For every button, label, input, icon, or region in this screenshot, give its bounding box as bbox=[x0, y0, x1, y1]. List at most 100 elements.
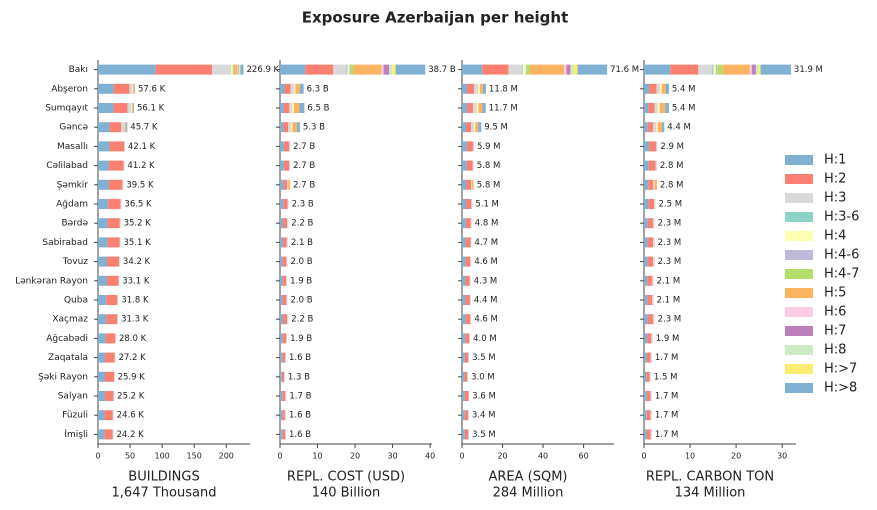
bar-segment bbox=[665, 83, 669, 94]
bar-segment bbox=[470, 256, 472, 267]
value-label: 2.3 M bbox=[658, 219, 682, 229]
bar-segment bbox=[280, 179, 284, 190]
bar-segment bbox=[239, 64, 241, 75]
x-axis-label: BUILDINGS bbox=[128, 470, 199, 485]
bar-segment bbox=[472, 160, 474, 171]
bar-segment bbox=[647, 256, 654, 267]
x-tick-label: 0 bbox=[277, 452, 282, 461]
bar-segment bbox=[283, 103, 290, 113]
value-label: 2.1 M bbox=[657, 296, 681, 306]
bar-segment bbox=[118, 275, 120, 286]
bar-segment bbox=[462, 371, 465, 382]
bar-segment bbox=[471, 179, 473, 190]
bar-segment bbox=[650, 352, 652, 363]
bar-segment bbox=[282, 410, 285, 421]
bar-segment bbox=[570, 64, 574, 75]
bar-segment bbox=[282, 429, 286, 440]
bar-segment bbox=[333, 64, 347, 75]
legend-swatch bbox=[785, 307, 813, 317]
bar-segment bbox=[508, 64, 522, 75]
legend-swatch bbox=[785, 364, 813, 374]
bar-segment bbox=[347, 64, 350, 75]
bar-segment bbox=[98, 199, 109, 209]
bar-segment bbox=[471, 199, 473, 209]
bar-segment bbox=[238, 64, 240, 75]
bar-segment bbox=[280, 64, 306, 75]
x-axis-total: 134 Million bbox=[675, 486, 746, 501]
bar-segment bbox=[468, 410, 469, 421]
value-label: 2.0 B bbox=[291, 257, 313, 267]
bar-segment bbox=[462, 333, 466, 344]
bar-segment bbox=[650, 429, 652, 440]
bar-segment bbox=[119, 256, 120, 267]
value-label: 2.7 B bbox=[293, 142, 315, 152]
bar-segment bbox=[469, 333, 471, 344]
bar-segment bbox=[280, 199, 284, 209]
category-label: İmişli bbox=[64, 429, 88, 440]
category-label: Şəmkir bbox=[57, 180, 89, 190]
bar-segment bbox=[651, 333, 653, 344]
bar-segment bbox=[109, 141, 125, 152]
value-label: 24.6 K bbox=[117, 411, 145, 421]
bar-segment bbox=[646, 429, 651, 440]
bar-segment bbox=[106, 314, 118, 325]
legend-label: H:2 bbox=[824, 172, 846, 187]
bar-segment bbox=[472, 179, 474, 190]
x-axis-total: 140 Billion bbox=[312, 486, 381, 501]
bar-segment bbox=[648, 160, 656, 171]
bar-segment bbox=[644, 237, 648, 248]
bar-segment bbox=[112, 410, 114, 421]
legend-swatch bbox=[785, 174, 813, 184]
value-label: 2.3 M bbox=[658, 315, 682, 325]
bar-segment bbox=[132, 103, 134, 113]
value-label: 41.2 K bbox=[127, 161, 155, 171]
value-label: 56.1 K bbox=[137, 104, 165, 114]
value-label: 1.3 B bbox=[288, 372, 310, 382]
bar-segment bbox=[462, 218, 466, 229]
bar-segment bbox=[98, 391, 106, 401]
bar-segment bbox=[280, 103, 284, 113]
value-label: 38.7 B bbox=[428, 65, 456, 75]
bar-segment bbox=[286, 333, 288, 344]
bar-segment bbox=[114, 352, 116, 363]
bar-segment bbox=[285, 391, 287, 401]
bar-segment bbox=[644, 314, 648, 325]
bar-segment bbox=[107, 237, 120, 248]
value-label: 5.8 M bbox=[477, 180, 501, 190]
bar-segment bbox=[478, 83, 480, 94]
x-tick-label: 200 bbox=[219, 452, 234, 461]
bar-segment bbox=[299, 103, 305, 113]
x-tick-label: 10 bbox=[685, 452, 695, 461]
bar-segment bbox=[105, 333, 116, 344]
bar-segment bbox=[648, 103, 655, 113]
category-label: Tovuz bbox=[62, 257, 89, 267]
bar-segment bbox=[466, 122, 472, 133]
bar-segment bbox=[468, 391, 470, 401]
category-label: Zaqatala bbox=[48, 353, 88, 363]
bar-segment bbox=[644, 256, 648, 267]
bar-segment bbox=[132, 83, 134, 94]
bar-segment bbox=[290, 83, 295, 94]
bar-segment bbox=[462, 160, 467, 171]
bar-segment bbox=[462, 275, 466, 286]
bar-segment bbox=[655, 160, 657, 171]
bar-segment bbox=[464, 429, 469, 440]
bar-segment bbox=[233, 64, 234, 75]
bar-segment bbox=[464, 352, 469, 363]
bar-segment bbox=[715, 64, 718, 75]
bar-segment bbox=[470, 314, 472, 325]
bar-segment bbox=[112, 429, 114, 440]
legend-label: H:4 bbox=[824, 229, 846, 244]
value-label: 2.3 B bbox=[292, 200, 314, 210]
bar-segment bbox=[466, 199, 472, 209]
bar-segment bbox=[291, 122, 293, 133]
bar-segment bbox=[661, 83, 666, 94]
bar-segment bbox=[280, 410, 283, 421]
bar-segment bbox=[287, 218, 289, 229]
value-label: 4.3 M bbox=[474, 276, 498, 286]
bar-segment bbox=[282, 256, 287, 267]
bar-segment bbox=[470, 218, 472, 229]
bar-segment bbox=[749, 64, 752, 75]
x-tick-label: 20 bbox=[731, 452, 741, 461]
value-label: 2.3 M bbox=[658, 238, 682, 248]
